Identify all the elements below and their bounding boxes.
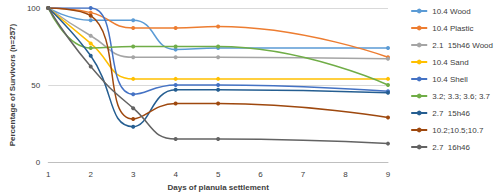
svg-text:2.7 16h46: 2.7 16h46 [432,143,470,152]
svg-text:2.7 15h46: 2.7 15h46 [432,109,470,118]
svg-text:50: 50 [31,81,40,90]
svg-text:100: 100 [27,4,41,13]
svg-text:2: 2 [88,170,93,179]
svg-text:9: 9 [386,170,391,179]
svg-text:1: 1 [46,170,51,179]
svg-text:7: 7 [301,170,306,179]
svg-text:5: 5 [216,170,221,179]
svg-text:6: 6 [258,170,263,179]
svg-text:10.4 Sand: 10.4 Sand [432,58,468,67]
svg-text:0: 0 [36,158,41,167]
svg-text:Days of planula settlement: Days of planula settlement [167,183,269,192]
svg-text:Percentage of Survivors (n=257: Percentage of Survivors (n=257) [8,23,17,146]
svg-text:10.4 Wood: 10.4 Wood [432,7,471,16]
svg-text:3: 3 [131,170,136,179]
svg-text:10.4 Plastic: 10.4 Plastic [432,24,473,33]
svg-text:4: 4 [173,170,178,179]
svg-text:10.4 Shell: 10.4 Shell [432,75,468,84]
svg-text:3.2; 3.3; 3.6; 3.7: 3.2; 3.3; 3.6; 3.7 [432,92,490,101]
svg-text:10.2;10.5;10.7: 10.2;10.5;10.7 [432,126,484,135]
svg-text:2.1 15h46 Wood: 2.1 15h46 Wood [432,41,493,50]
svg-text:8: 8 [343,170,348,179]
